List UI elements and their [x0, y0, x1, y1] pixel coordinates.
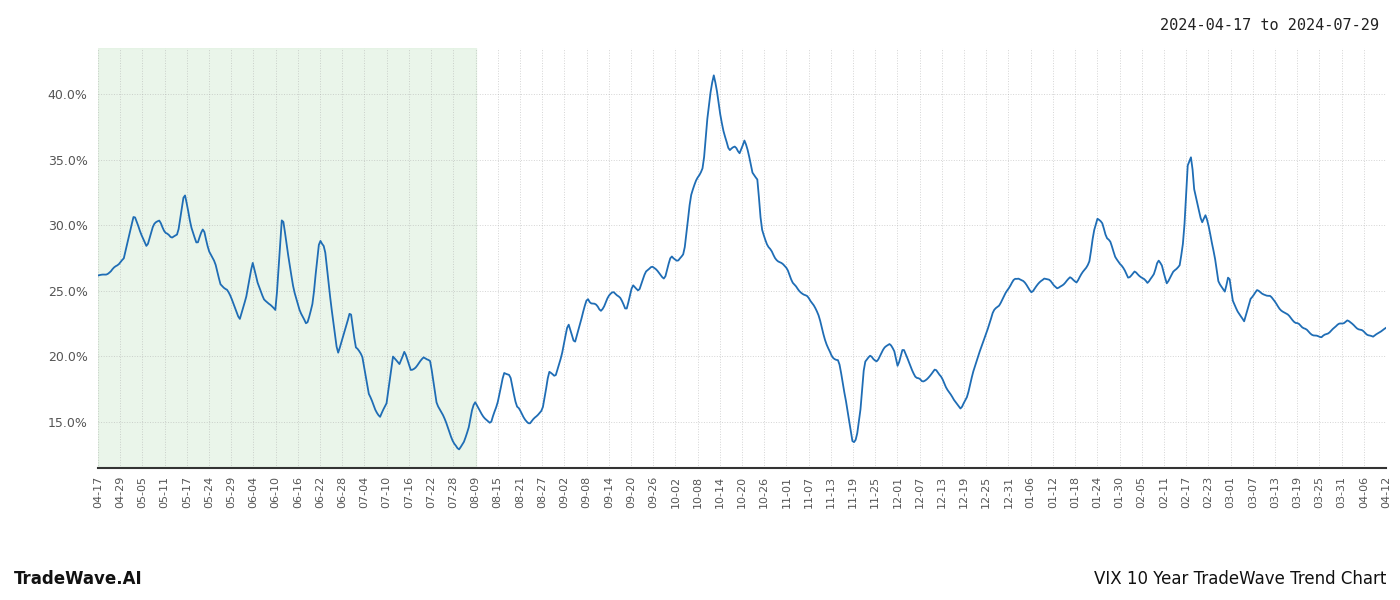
Bar — [98, 48, 476, 468]
Text: VIX 10 Year TradeWave Trend Chart: VIX 10 Year TradeWave Trend Chart — [1093, 570, 1386, 588]
Text: 2024-04-17 to 2024-07-29: 2024-04-17 to 2024-07-29 — [1161, 18, 1379, 33]
Text: TradeWave.AI: TradeWave.AI — [14, 570, 143, 588]
